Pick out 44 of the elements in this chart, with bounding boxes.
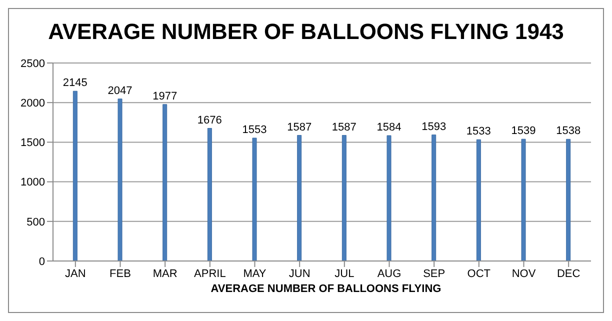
data-label: 1977 bbox=[152, 90, 178, 102]
bar bbox=[476, 139, 481, 261]
y-tick-label: 1500 bbox=[20, 137, 45, 150]
x-tick-label: FEB bbox=[110, 268, 131, 280]
x-tick-label: AUG bbox=[377, 268, 402, 280]
data-label: 1533 bbox=[466, 126, 491, 138]
x-tick-label: JUL bbox=[334, 268, 354, 280]
y-tick-label: 500 bbox=[26, 216, 45, 228]
y-tick-label: 2000 bbox=[20, 98, 45, 110]
x-tick-label: MAY bbox=[243, 268, 267, 280]
data-label: 2145 bbox=[62, 77, 88, 90]
data-label: 1553 bbox=[242, 124, 267, 136]
x-tick-label: SEP bbox=[423, 268, 446, 280]
x-tick-label: JAN bbox=[65, 268, 86, 280]
chart-title: AVERAGE NUMBER OF BALLOONS FLYING 1943 bbox=[47, 18, 565, 46]
data-label: 1584 bbox=[376, 122, 402, 134]
bar bbox=[297, 135, 302, 261]
data-label: 1587 bbox=[332, 121, 356, 134]
x-tick-label: APRIL bbox=[194, 268, 226, 280]
x-tick-label: OCT bbox=[467, 268, 491, 280]
bar bbox=[252, 138, 257, 261]
y-tick-label: 0 bbox=[38, 256, 45, 268]
y-tick-label: 1000 bbox=[20, 176, 45, 189]
bar bbox=[521, 138, 526, 261]
x-tick-label: JUN bbox=[288, 268, 310, 280]
x-tick-label: MAR bbox=[152, 268, 178, 280]
bar bbox=[207, 128, 212, 261]
data-label: 1676 bbox=[197, 114, 222, 126]
y-tick-label: 2500 bbox=[20, 58, 45, 70]
x-tick-label: NOV bbox=[512, 268, 536, 280]
bar bbox=[72, 90, 78, 261]
bar bbox=[566, 138, 571, 261]
x-tick-label: DEC bbox=[556, 268, 580, 280]
bar bbox=[162, 104, 168, 261]
bar bbox=[432, 134, 436, 261]
data-label: 1538 bbox=[556, 125, 581, 138]
bar bbox=[118, 98, 122, 261]
bar bbox=[342, 135, 346, 261]
data-label: 1539 bbox=[511, 125, 536, 138]
x-axis-title: AVERAGE NUMBER OF BALLOONS FLYING bbox=[210, 283, 442, 295]
data-label: 2047 bbox=[108, 84, 132, 97]
data-label: 1593 bbox=[422, 120, 446, 133]
data-label: 1587 bbox=[287, 121, 312, 134]
bar bbox=[386, 135, 392, 261]
